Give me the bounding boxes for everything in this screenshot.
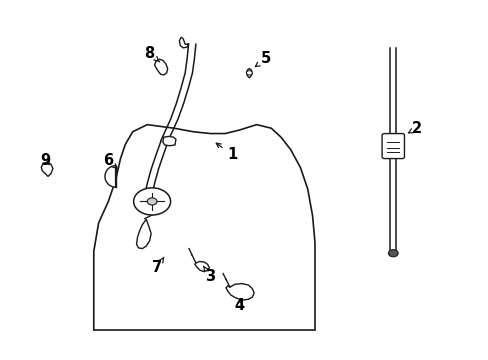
Text: 3: 3: [203, 266, 215, 284]
FancyBboxPatch shape: [381, 134, 404, 158]
Circle shape: [147, 198, 157, 205]
Polygon shape: [136, 219, 151, 249]
Text: 4: 4: [234, 297, 244, 312]
Text: 6: 6: [103, 153, 117, 168]
Text: 7: 7: [152, 257, 163, 275]
Polygon shape: [179, 37, 188, 48]
Text: 8: 8: [144, 46, 160, 62]
Polygon shape: [105, 166, 116, 187]
Text: 9: 9: [40, 153, 50, 168]
Text: 2: 2: [407, 121, 421, 136]
Polygon shape: [94, 125, 314, 330]
Circle shape: [133, 188, 170, 215]
Polygon shape: [246, 68, 252, 78]
Polygon shape: [195, 261, 209, 271]
Circle shape: [246, 71, 252, 75]
Polygon shape: [163, 136, 176, 146]
Text: 5: 5: [255, 51, 271, 67]
Polygon shape: [41, 162, 53, 176]
Polygon shape: [225, 284, 254, 300]
Text: 1: 1: [216, 143, 237, 162]
Circle shape: [387, 249, 397, 257]
Polygon shape: [154, 59, 167, 75]
